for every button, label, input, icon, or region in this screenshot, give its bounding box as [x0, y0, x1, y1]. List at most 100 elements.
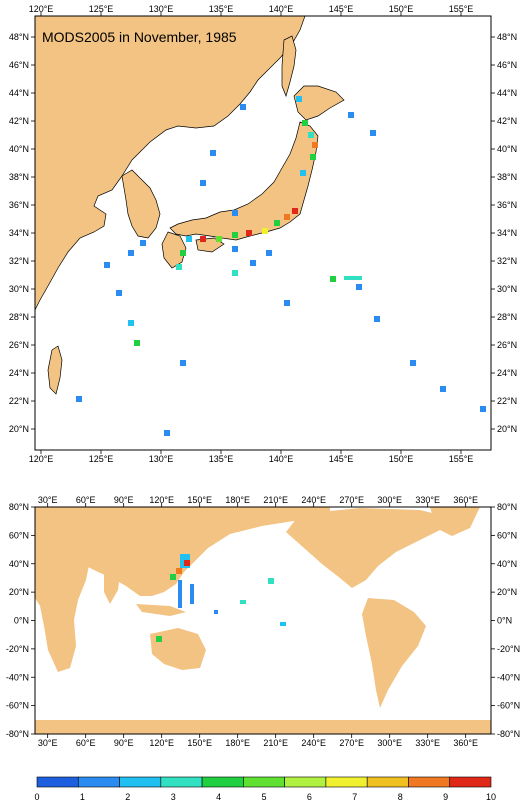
lat-tick-label: 34°N	[497, 228, 517, 238]
lat-tick-label: -40°N	[6, 672, 29, 682]
lat-tick-label: 40°N	[9, 144, 29, 154]
lat-tick-label: 44°N	[497, 88, 517, 98]
regional-map: MODS2005 in November, 1985 120°E 125°E 130…	[9, 4, 517, 464]
lat-tick-label: 22°N	[9, 396, 29, 406]
lat-tick-label: 60°N	[497, 530, 517, 540]
map-title: MODS2005 in November, 1985	[42, 29, 237, 45]
lon-tick-label: 210°E	[263, 738, 288, 748]
regional-lon-labels-bottom: 120°E 125°E 130°E 135°E 140°E 145°E 150°E 155°E	[29, 450, 474, 464]
lat-tick-label: 40°N	[9, 559, 29, 569]
colorbar-label: 6	[307, 792, 312, 802]
global-lat-labels-right: -80°N -60°N -40°N -20°N 0°N 20°N 40°N 60°N 80°N	[491, 502, 520, 739]
lon-tick-label: 150°E	[187, 738, 212, 748]
lat-tick-label: 48°N	[9, 32, 29, 42]
regional-map-observations	[76, 96, 486, 436]
lon-tick-label: 155°E	[449, 454, 474, 464]
lon-tick-label: 90°E	[114, 495, 134, 505]
colorbar-swatch	[201, 776, 244, 788]
colorbar-label: 4	[216, 792, 221, 802]
lat-tick-label: 36°N	[9, 200, 29, 210]
lat-tick-label: 22°N	[497, 396, 517, 406]
lon-tick-label: 300°E	[377, 495, 402, 505]
lon-tick-label: 120°E	[29, 454, 54, 464]
lon-tick-label: 60°E	[76, 738, 96, 748]
lon-tick-label: 140°E	[269, 454, 294, 464]
lon-tick-label: 30°E	[38, 495, 58, 505]
lon-tick-label: 300°E	[377, 738, 402, 748]
lon-tick-label: 145°E	[329, 4, 354, 14]
lon-tick-label: 150°E	[389, 454, 414, 464]
colorbar-label: 9	[443, 792, 448, 802]
lon-tick-label: 180°E	[225, 495, 250, 505]
lon-tick-label: 150°E	[187, 495, 212, 505]
colorbar-swatch	[449, 776, 492, 788]
lon-tick-label: 360°E	[453, 495, 478, 505]
lat-tick-label: 28°N	[497, 312, 517, 322]
lon-tick-label: 330°E	[415, 495, 440, 505]
colorbar-swatch	[77, 776, 120, 788]
colorbar-swatch	[36, 776, 79, 788]
lon-tick-label: 120°E	[29, 4, 54, 14]
lon-tick-label: 270°E	[339, 495, 364, 505]
lon-tick-label: 150°E	[389, 4, 414, 14]
colorbar-label: 7	[352, 792, 357, 802]
lat-tick-label: 24°N	[9, 368, 29, 378]
lat-tick-label: 38°N	[9, 172, 29, 182]
lon-tick-label: 270°E	[339, 738, 364, 748]
lat-tick-label: 36°N	[497, 200, 517, 210]
global-lon-labels-bottom: 30°E 60°E 90°E 120°E 150°E 180°E 210°E 240°E 270…	[38, 734, 478, 748]
lat-tick-label: -60°N	[6, 701, 29, 711]
colorbar-swatch	[366, 776, 409, 788]
lon-tick-label: 140°E	[269, 4, 294, 14]
lon-tick-label: 130°E	[149, 454, 174, 464]
colorbar-label: 0	[34, 792, 39, 802]
lon-tick-label: 30°E	[38, 738, 58, 748]
lat-tick-label: 20°N	[497, 587, 517, 597]
lon-tick-label: 90°E	[114, 738, 134, 748]
lat-tick-label: 26°N	[9, 340, 29, 350]
lat-tick-label: 30°N	[497, 284, 517, 294]
colorbar-swatch	[243, 776, 285, 788]
lat-tick-label: 46°N	[9, 60, 29, 70]
colorbar: 0 1 2 3 4 5 6 7 8 9 10	[34, 776, 496, 802]
global-lon-labels-top: 30°E 60°E 90°E 120°E 150°E 180°E 210°E 240°E 270…	[38, 495, 478, 507]
lat-tick-label: 26°N	[497, 340, 517, 350]
regional-lat-labels-right: 20°N 22°N 24°N 26°N 28°N 30°N 32°N 34°N 36°N 38°N…	[491, 32, 517, 434]
lon-tick-label: 180°E	[225, 738, 250, 748]
lat-tick-label: 32°N	[497, 256, 517, 266]
global-lat-labels-left: -80°N -60°N -40°N -20°N 0°N 20°N 40°N 60°N 80°N	[6, 502, 35, 739]
lon-tick-label: 135°E	[209, 4, 234, 14]
lon-tick-label: 130°E	[149, 4, 174, 14]
lat-tick-label: 46°N	[497, 60, 517, 70]
lon-tick-label: 155°E	[449, 4, 474, 14]
lat-tick-label: 24°N	[497, 368, 517, 378]
lon-tick-label: 135°E	[209, 454, 234, 464]
lon-tick-label: 330°E	[415, 738, 440, 748]
colorbar-label: 10	[486, 792, 496, 802]
colorbar-label: 3	[171, 792, 176, 802]
lat-tick-label: -60°N	[497, 701, 520, 711]
lat-tick-label: -20°N	[497, 644, 520, 654]
lon-tick-label: 240°E	[301, 738, 326, 748]
lat-tick-label: -80°N	[6, 729, 29, 739]
lon-tick-label: 120°E	[149, 738, 174, 748]
lat-tick-label: 38°N	[497, 172, 517, 182]
lon-tick-label: 60°E	[76, 495, 96, 505]
lat-tick-label: 44°N	[9, 88, 29, 98]
lat-tick-label: 80°N	[497, 502, 517, 512]
lat-tick-label: 20°N	[497, 424, 517, 434]
global-map-land	[35, 507, 491, 734]
regional-lat-labels-left: 20°N 22°N 24°N 26°N 28°N 30°N 32°N 34°N 36°N 38°N…	[9, 32, 35, 434]
lat-tick-label: 42°N	[9, 116, 29, 126]
colorbar-label: 1	[80, 792, 85, 802]
lat-tick-label: 80°N	[9, 502, 29, 512]
lat-tick-label: 30°N	[9, 284, 29, 294]
colorbar-label: 8	[398, 792, 403, 802]
colorbar-label: 5	[261, 792, 266, 802]
lat-tick-label: 40°N	[497, 144, 517, 154]
lat-tick-label: 60°N	[9, 530, 29, 540]
lat-tick-label: 48°N	[497, 32, 517, 42]
colorbar-label: 2	[125, 792, 130, 802]
colorbar-swatch	[160, 776, 203, 788]
